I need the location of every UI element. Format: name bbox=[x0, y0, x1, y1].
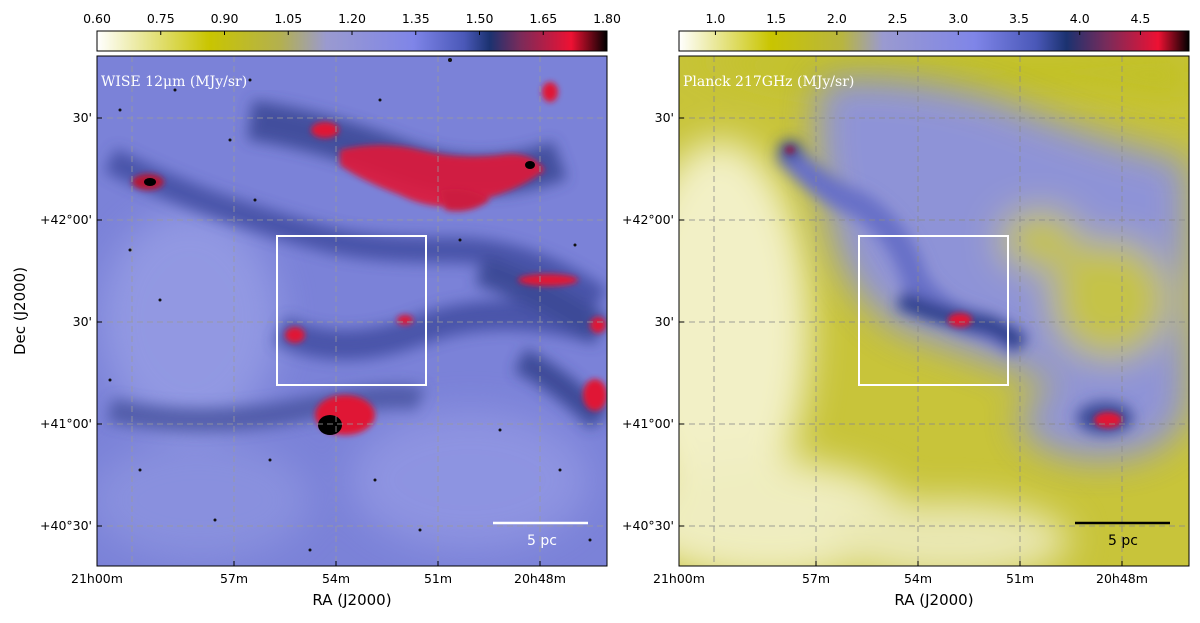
planck-dec-tick-label: +41°00' bbox=[622, 416, 674, 431]
planck-dec-ticks: 30' +42°00' 30' +41°00' +40°30' bbox=[622, 110, 684, 533]
planck-cbar-tick-label: 3.0 bbox=[948, 11, 968, 26]
wise-cbar-tick-label: 1.20 bbox=[338, 11, 366, 26]
wise-ylabel: Dec (J2000) bbox=[11, 267, 29, 355]
wise-cbar-tick-label: 1.35 bbox=[402, 11, 430, 26]
wise-ra-tick-label: 21h00m bbox=[71, 571, 123, 586]
planck-cbar-tick-label: 1.0 bbox=[705, 11, 725, 26]
wise-dec-tick-label: +42°00' bbox=[40, 212, 92, 227]
wise-xlabel: RA (J2000) bbox=[312, 591, 391, 609]
planck-cbar-tick-label: 4.5 bbox=[1130, 11, 1150, 26]
planck-cbar-tick-label: 1.5 bbox=[766, 11, 786, 26]
planck-ra-tick-label: 51m bbox=[1006, 571, 1034, 586]
wise-dec-tick-label: +40°30' bbox=[40, 518, 92, 533]
planck-panel-label: Planck 217GHz (MJy/sr) bbox=[683, 74, 854, 90]
wise-cbar-tick-label: 0.60 bbox=[83, 11, 111, 26]
planck-ra-tick-label: 21h00m bbox=[653, 571, 705, 586]
planck-dec-tick-label: 30' bbox=[655, 110, 674, 125]
wise-panel-label: WISE 12μm (MJy/sr) bbox=[101, 74, 247, 90]
wise-cbar-tick-label: 0.90 bbox=[211, 11, 239, 26]
planck-region-box bbox=[858, 235, 1009, 386]
planck-image bbox=[679, 56, 1189, 566]
planck-xlabel: RA (J2000) bbox=[894, 591, 973, 609]
planck-dec-tick-label: +40°30' bbox=[622, 518, 674, 533]
planck-scalebar-label: 5 pc bbox=[1108, 533, 1138, 549]
wise-ra-ticks: 21h00m 57m 54m 51m 20h48m bbox=[71, 561, 566, 586]
planck-cbar-tick-label: 2.0 bbox=[827, 11, 847, 26]
planck-dec-tick-label: 30' bbox=[655, 314, 674, 329]
wise-cbar-tick-label: 1.50 bbox=[466, 11, 494, 26]
planck-ra-tick-label: 57m bbox=[802, 571, 830, 586]
wise-dec-tick-label: 30' bbox=[73, 314, 92, 329]
wise-ra-tick-label: 20h48m bbox=[514, 571, 566, 586]
wise-ra-tick-label: 51m bbox=[424, 571, 452, 586]
wise-cbar-tick-label: 1.05 bbox=[274, 11, 302, 26]
planck-cbar-tick-label: 3.5 bbox=[1009, 11, 1029, 26]
wise-colorbar: 0.60 0.75 0.90 1.05 1.20 1.35 1.50 1.65 1.80 bbox=[83, 11, 621, 52]
planck-colorbar: 1.0 1.5 2.0 2.5 3.0 3.5 4.0 4.5 bbox=[678, 11, 1190, 52]
wise-ra-tick-label: 54m bbox=[322, 571, 350, 586]
wise-ra-tick-label: 57m bbox=[220, 571, 248, 586]
planck-ra-tick-label: 20h48m bbox=[1096, 571, 1148, 586]
wise-cbar-tick-label: 0.75 bbox=[147, 11, 175, 26]
wise-cbar-tick-label: 1.65 bbox=[529, 11, 557, 26]
wise-dec-tick-label: 30' bbox=[73, 110, 92, 125]
wise-cbar-tick-label: 1.80 bbox=[593, 11, 621, 26]
wise-region-box bbox=[276, 235, 427, 386]
wise-dec-ticks: 30' +42°00' 30' +41°00' +40°30' bbox=[40, 110, 102, 533]
wise-image bbox=[97, 56, 607, 566]
planck-dec-tick-label: +42°00' bbox=[622, 212, 674, 227]
planck-cbar-tick-label: 2.5 bbox=[888, 11, 908, 26]
planck-ra-tick-label: 54m bbox=[904, 571, 932, 586]
planck-ra-ticks: 21h00m 57m 54m 51m 20h48m bbox=[653, 561, 1148, 586]
wise-scalebar-label: 5 pc bbox=[527, 533, 557, 549]
wise-dec-tick-label: +41°00' bbox=[40, 416, 92, 431]
planck-cbar-tick-label: 4.0 bbox=[1070, 11, 1090, 26]
